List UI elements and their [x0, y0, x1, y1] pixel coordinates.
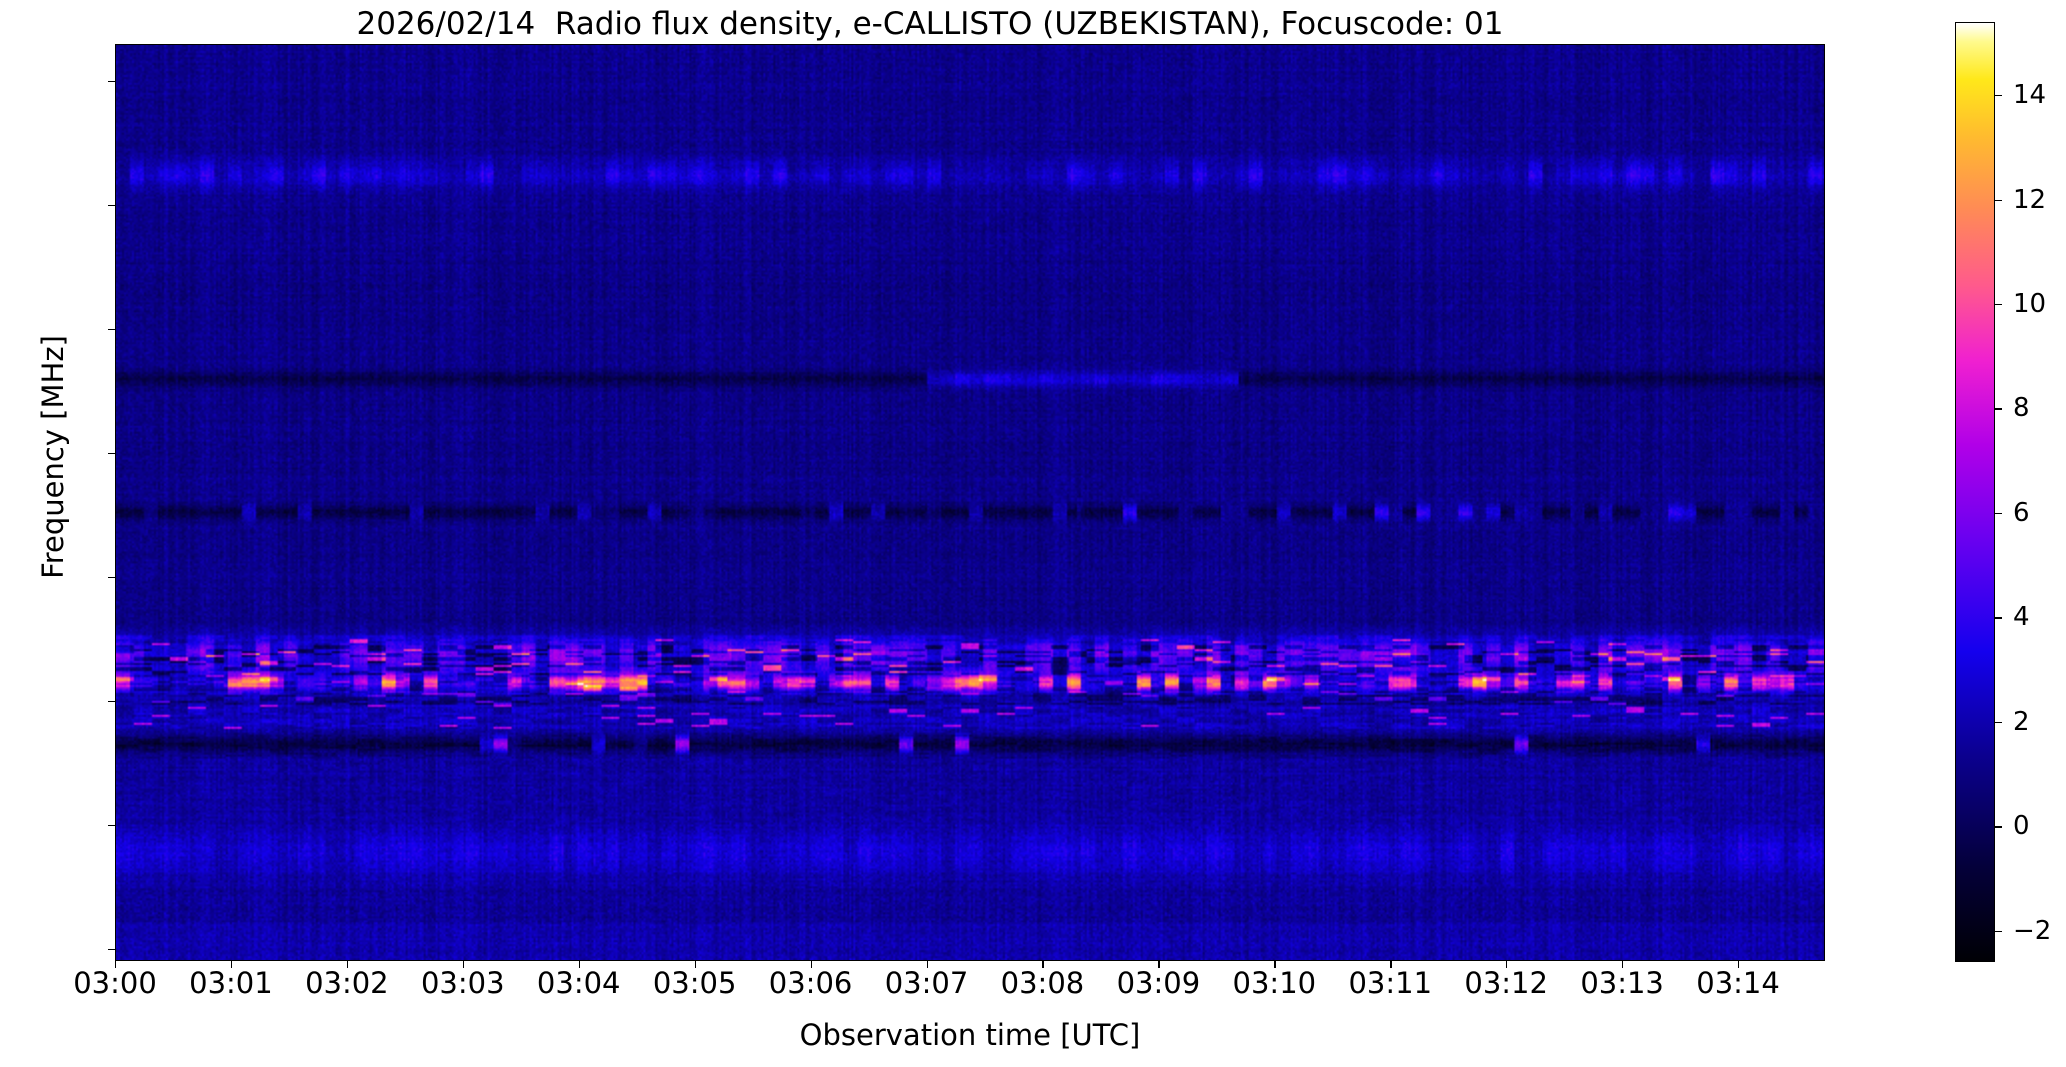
colorbar-tick-label: 14	[2013, 80, 2047, 111]
x-tick-label: 03:09	[1116, 966, 1201, 1000]
x-tick-mark	[1042, 961, 1044, 968]
x-tick-label: 03:14	[1696, 966, 1780, 1000]
y-tick-mark	[108, 700, 115, 703]
colorbar-tick-mark	[1995, 826, 2002, 828]
colorbar-gradient	[1956, 23, 1994, 961]
colorbar-tick-label: 2	[2013, 706, 2030, 737]
x-tick-mark	[1274, 961, 1276, 968]
colorbar-tick-mark	[1995, 617, 2002, 619]
x-tick-mark	[1622, 961, 1624, 968]
y-tick-mark	[108, 824, 115, 826]
x-tick-label: 03:10	[1232, 966, 1317, 1000]
x-tick-mark	[1738, 961, 1740, 968]
colorbar-tick-mark	[1995, 199, 2002, 201]
colorbar-tick-mark	[1995, 95, 2002, 97]
colorbar-tick-label: 6	[2013, 497, 2030, 528]
colorbar-tick-mark	[1995, 721, 2002, 724]
y-tick-mark	[108, 329, 115, 331]
colorbar-tick-mark	[1995, 408, 2002, 410]
x-tick-label: 03:00	[73, 966, 157, 1000]
x-tick-mark	[346, 961, 349, 968]
x-tick-mark	[578, 961, 581, 968]
x-tick-label: 03:04	[536, 966, 621, 1000]
x-tick-mark	[462, 961, 465, 968]
y-tick-mark	[108, 452, 115, 455]
colorbar-tick-label: 8	[2013, 393, 2030, 424]
x-tick-label: 03:01	[189, 966, 273, 1000]
colorbar-tick-mark	[1995, 512, 2002, 515]
x-tick-mark	[1506, 961, 1508, 968]
colorbar-tick-label: 10	[2013, 289, 2047, 319]
y-tick-mark	[108, 576, 115, 579]
colorbar-tick-label: 12	[2013, 184, 2047, 215]
colorbar-tick-label: 0	[2013, 811, 2030, 842]
x-tick-mark	[926, 961, 928, 968]
x-tick-mark	[230, 961, 233, 968]
spectrogram-plot-area[interactable]	[115, 44, 1825, 961]
x-tick-label: 03:05	[652, 966, 737, 1000]
colorbar-tick-label: −2	[2013, 915, 2052, 946]
x-tick-label: 03:06	[768, 966, 853, 1000]
x-tick-label: 03:08	[1000, 966, 1085, 1000]
colorbar	[1955, 22, 1995, 962]
x-tick-label: 03:13	[1580, 966, 1664, 1000]
x-axis-label: Observation time [UTC]	[799, 1018, 1141, 1052]
y-tick-mark	[108, 205, 115, 207]
colorbar-tick-label: 4	[2013, 602, 2030, 633]
x-tick-label: 03:07	[884, 966, 969, 1000]
x-tick-label: 03:02	[305, 966, 389, 1000]
x-tick-label: 03:11	[1348, 966, 1433, 1000]
spectrogram-image	[116, 45, 1824, 960]
x-tick-mark	[1390, 961, 1392, 968]
y-tick-mark	[108, 81, 115, 83]
colorbar-tick-mark	[1995, 930, 2002, 932]
colorbar-tick-mark	[1995, 304, 2002, 306]
page-title: 2026/02/14 Radio flux density, e-CALLIST…	[356, 6, 1504, 42]
x-tick-mark	[694, 961, 696, 968]
x-tick-label: 03:12	[1464, 966, 1548, 1000]
x-tick-mark	[1158, 961, 1160, 968]
x-tick-mark	[115, 961, 117, 968]
y-tick-mark	[108, 948, 115, 950]
x-tick-mark	[810, 961, 812, 968]
x-tick-label: 03:03	[420, 966, 505, 1000]
y-axis-label: Frequency [MHz]	[36, 335, 70, 579]
